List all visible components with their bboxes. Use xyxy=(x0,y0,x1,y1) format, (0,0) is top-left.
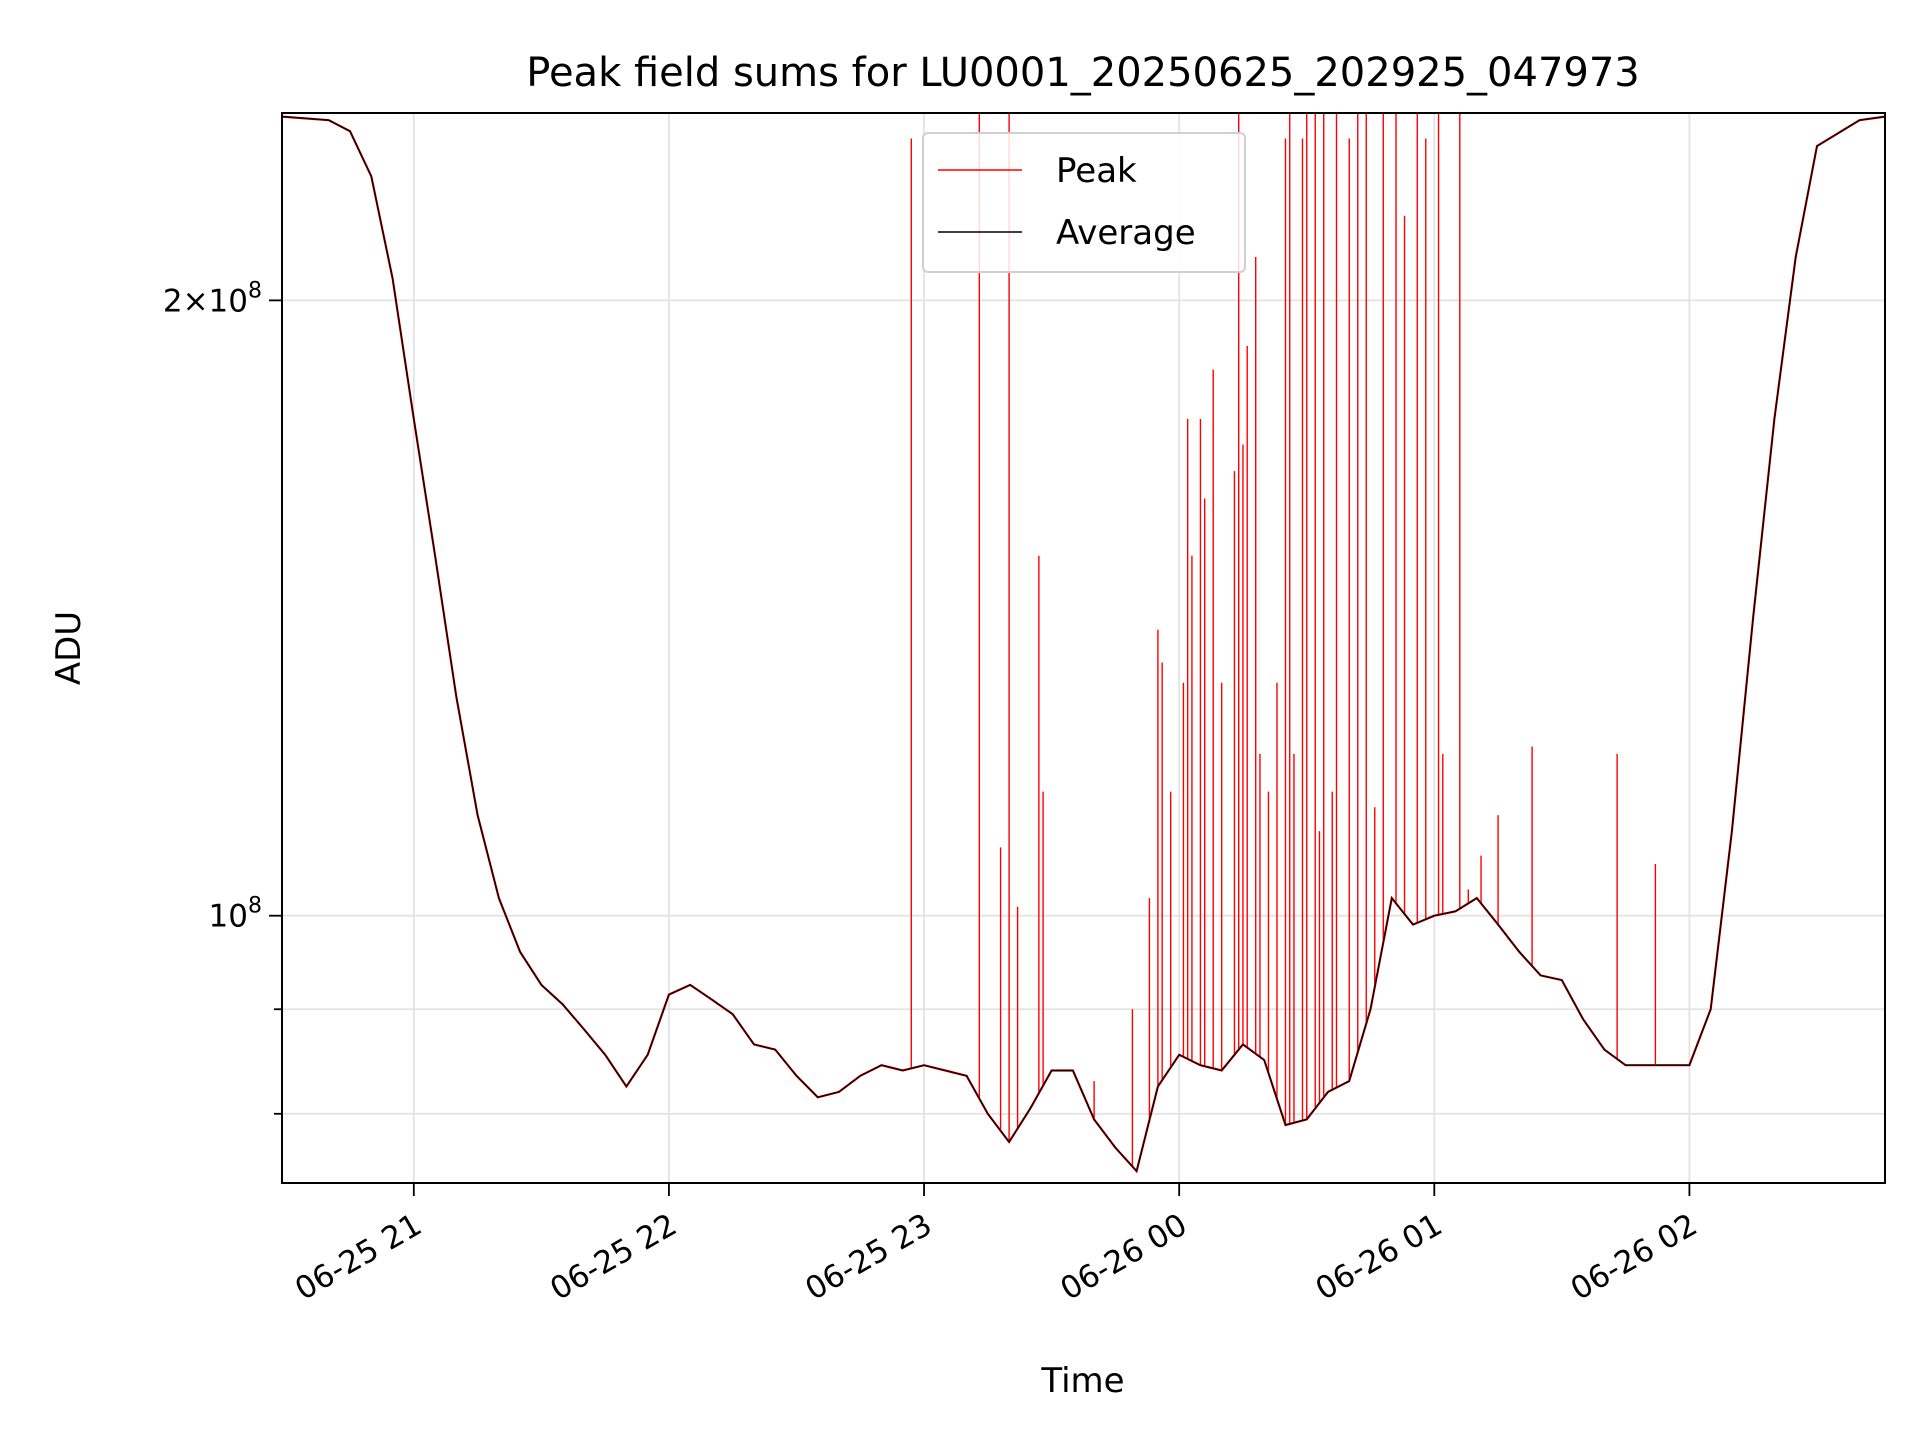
average-line xyxy=(281,115,1886,1173)
y-tick-label: 2×108 xyxy=(163,278,262,319)
x-tick-label: 06-26 01 xyxy=(1310,1207,1449,1308)
peak-line xyxy=(281,115,1886,1174)
legend: Peak Average xyxy=(922,132,1246,273)
y-tick-label: 108 xyxy=(209,894,262,935)
x-tick-label: 06-25 23 xyxy=(799,1207,938,1308)
legend-peak-label: Peak xyxy=(1056,151,1137,191)
x-tick-label: 06-25 22 xyxy=(544,1207,683,1308)
chart-title: Peak field sums for LU0001_20250625_2029… xyxy=(526,50,1640,96)
x-tick-label: 06-26 02 xyxy=(1565,1207,1704,1308)
y-axis-label: ADU xyxy=(49,611,89,685)
legend-box xyxy=(922,132,1246,273)
y-axis: 108 2×108 xyxy=(163,278,282,1115)
legend-average-label: Average xyxy=(1056,213,1196,253)
x-axis: 06-25 21 06-25 22 06-25 23 06-26 00 06-26 01… xyxy=(289,1183,1703,1308)
grid xyxy=(282,113,1885,1183)
x-tick-label: 06-25 21 xyxy=(289,1207,428,1308)
x-tick-label: 06-26 00 xyxy=(1054,1207,1193,1308)
series-average xyxy=(281,115,1886,1173)
x-axis-label: Time xyxy=(1040,1361,1124,1401)
plot-frame xyxy=(281,112,1886,1184)
